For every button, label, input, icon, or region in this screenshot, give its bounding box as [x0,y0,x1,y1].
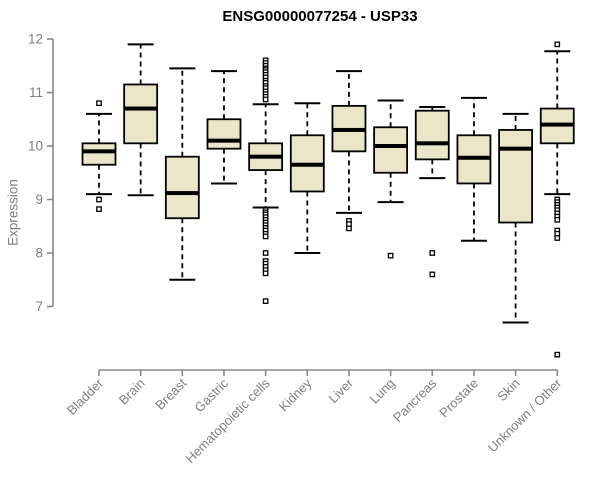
outlier-liver [346,225,352,232]
outlier-unknown-other [554,235,561,241]
box-breast [164,155,200,220]
median-pancreas [415,141,449,146]
y-tick-label-12: 12 [28,32,43,47]
median-breast [165,191,199,196]
outlier-hematopoietic-cells [262,250,269,256]
outlier-bladder [96,100,102,107]
median-prostate [457,155,491,160]
x-category-label-breast: Breast [152,375,189,412]
outlier-hematopoietic-cells [262,298,269,305]
median-kidney [290,162,324,167]
outlier-hematopoietic-cells [262,233,269,240]
x-category-label-skin: Skin [494,376,522,404]
box-pancreas [414,109,450,161]
outlier-bladder [96,196,102,203]
median-liver [332,127,366,132]
x-category-label-gastric: Gastric [191,375,231,415]
y-axis-title: Expression [5,179,21,246]
box-lung [373,126,409,174]
x-category-label-prostate: Prostate [436,376,481,421]
outlier-pancreas [429,271,436,278]
median-gastric [207,138,241,143]
chart-title: ENSG00000077254 - USP33 [222,8,418,25]
box-gastric [206,118,242,150]
y-tick-label-8: 8 [35,246,43,261]
outlier-pancreas [429,250,436,256]
box-skin [498,129,534,224]
x-category-label-pancreas: Pancreas [390,375,440,425]
x-category-label-unknown-other: Unknown / Other [485,375,565,455]
outlier-unknown-other [554,216,561,223]
outlier-hematopoietic-cells [262,270,269,277]
x-category-label-lung: Lung [367,376,398,407]
x-category-label-liver: Liver [326,375,357,406]
y-tick-label-9: 9 [35,192,43,207]
y-tick-label-7: 7 [35,299,43,314]
median-lung [374,144,408,148]
x-category-label-brain: Brain [116,376,148,408]
outlier-hematopoietic-cells [262,96,269,103]
y-tick-label-11: 11 [29,85,43,100]
outlier-unknown-other [554,351,561,358]
median-bladder [82,149,116,154]
x-category-label-bladder: Bladder [64,375,107,418]
x-category-label-kidney: Kidney [276,375,315,414]
y-tick-label-10: 10 [28,139,43,154]
box-bladder [81,142,117,166]
median-hematopoietic-cells [249,154,283,159]
box-brain [123,83,159,145]
outlier-lung [387,252,394,259]
median-brain [124,106,158,111]
median-unknown-other [540,122,574,127]
median-skin [499,146,533,151]
outlier-unknown-other [554,41,561,48]
outlier-bladder [96,206,102,212]
